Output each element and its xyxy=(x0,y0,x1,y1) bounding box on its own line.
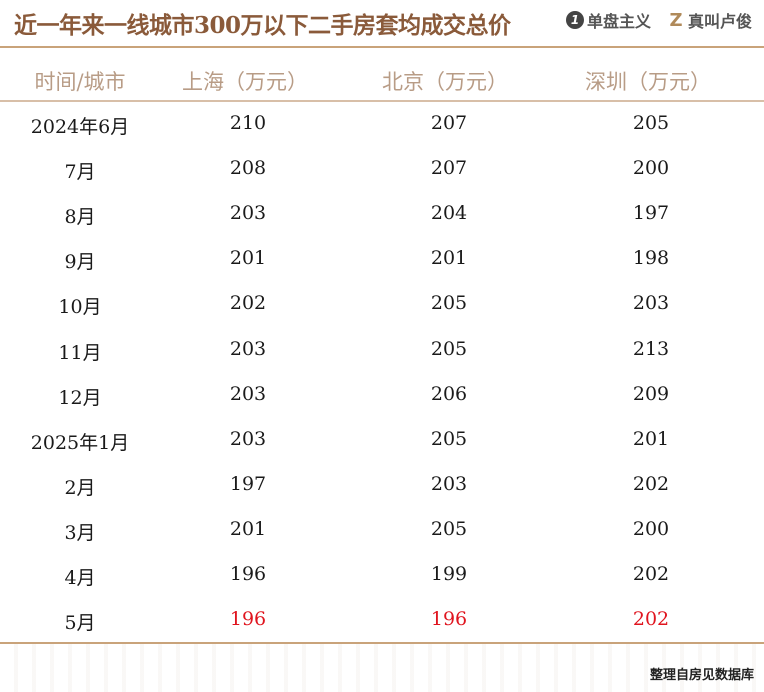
brand-zhenjiao-label: 真叫卢俊 xyxy=(688,12,753,31)
cell-shenzhen: 213 xyxy=(632,337,670,360)
cell-shanghai: 203 xyxy=(229,427,267,450)
cell-shanghai: 196 xyxy=(229,563,267,585)
brand-zhenjiao: Z 真叫卢俊 xyxy=(667,8,752,32)
cell-shenzhen: 200 xyxy=(632,517,670,540)
cell-beijing: 201 xyxy=(430,247,468,270)
brand-danpan: 1 单盘主义 xyxy=(566,8,651,32)
cell-shenzhen: 203 xyxy=(632,292,670,315)
column-header-shenzhen: 深圳（万元） xyxy=(585,70,711,94)
row-label: 2025年1月 xyxy=(30,431,130,454)
row-label: 11月 xyxy=(58,341,102,364)
cell-shenzhen: 201 xyxy=(632,427,670,450)
cell-beijing: 207 xyxy=(430,112,468,134)
row-label: 2024年6月 xyxy=(30,116,130,138)
table-row: 4月 196 199 202 xyxy=(0,553,764,598)
cell-shenzhen: 202 xyxy=(632,472,670,495)
source-note: 整理自房见数据库 xyxy=(649,668,754,683)
cell-beijing: 206 xyxy=(430,382,468,405)
table-bottom-divider xyxy=(0,642,764,644)
row-label: 5月 xyxy=(64,612,96,635)
header: 近一年来一线城市300万以下二手房套均成交总价 1 单盘主义 Z 真叫卢俊 xyxy=(0,0,764,46)
cell-beijing: 205 xyxy=(430,517,468,540)
table-row: 2024年6月 210 207 205 xyxy=(0,102,764,147)
cell-beijing: 205 xyxy=(430,292,468,315)
watermark-strip xyxy=(0,644,764,692)
table-row: 7月 208 207 200 xyxy=(0,147,764,192)
row-label: 4月 xyxy=(64,567,96,589)
cell-beijing: 205 xyxy=(430,337,468,360)
cell-shenzhen: 202 xyxy=(632,608,670,631)
page-title: 近一年来一线城市300万以下二手房套均成交总价 xyxy=(14,12,511,39)
table-row: 8月 203 204 197 xyxy=(0,192,764,237)
cell-beijing: 203 xyxy=(430,472,468,495)
cell-shenzhen: 198 xyxy=(632,247,670,270)
cell-shanghai: 203 xyxy=(229,382,267,405)
row-label: 12月 xyxy=(58,386,102,409)
table-header-divider xyxy=(0,100,764,102)
zhenjiao-logo-icon: Z xyxy=(669,9,683,31)
cell-shanghai: 201 xyxy=(229,517,267,540)
table-row: 12月 203 206 209 xyxy=(0,373,764,418)
cell-shenzhen: 205 xyxy=(632,112,670,134)
cell-shanghai: 196 xyxy=(229,608,267,631)
cell-shanghai: 197 xyxy=(229,472,267,495)
table-row: 9月 201 201 198 xyxy=(0,237,764,282)
cell-shanghai: 208 xyxy=(229,157,267,180)
row-label: 8月 xyxy=(64,206,96,229)
column-header-beijing: 北京（万元） xyxy=(382,70,508,94)
table-row: 10月 202 205 203 xyxy=(0,282,764,327)
column-header-shanghai: 上海（万元） xyxy=(182,70,308,94)
cell-shenzhen: 197 xyxy=(632,202,670,225)
cell-shenzhen: 200 xyxy=(632,157,670,180)
cell-shanghai: 210 xyxy=(229,112,267,134)
table-header: 时间/城市 上海（万元） 北京（万元） 深圳（万元） xyxy=(0,56,764,100)
cell-shanghai: 202 xyxy=(229,292,267,315)
row-label: 9月 xyxy=(64,251,96,274)
cell-beijing: 199 xyxy=(430,563,468,585)
cell-shenzhen: 202 xyxy=(632,563,670,585)
table-row: 2025年1月 203 205 201 xyxy=(0,418,764,463)
header-divider xyxy=(0,46,764,48)
danpan-logo-icon: 1 xyxy=(566,11,584,29)
row-label: 2月 xyxy=(64,476,96,499)
cell-beijing: 196 xyxy=(430,608,468,631)
table-row: 11月 203 205 213 xyxy=(0,328,764,373)
cell-shanghai: 203 xyxy=(229,337,267,360)
row-label: 3月 xyxy=(64,521,96,544)
brand-danpan-label: 单盘主义 xyxy=(587,12,652,31)
table-row: 5月 196 196 202 xyxy=(0,598,764,643)
table-row: 2月 197 203 202 xyxy=(0,463,764,508)
cell-beijing: 204 xyxy=(430,202,468,225)
row-label: 7月 xyxy=(64,161,96,184)
cell-shenzhen: 209 xyxy=(632,382,670,405)
cell-shanghai: 201 xyxy=(229,247,267,270)
table-row: 3月 201 205 200 xyxy=(0,508,764,553)
row-label: 10月 xyxy=(58,296,102,319)
cell-beijing: 207 xyxy=(430,157,468,180)
cell-beijing: 205 xyxy=(430,427,468,450)
cell-shanghai: 203 xyxy=(229,202,267,225)
column-header-time: 时间/城市 xyxy=(34,70,126,94)
